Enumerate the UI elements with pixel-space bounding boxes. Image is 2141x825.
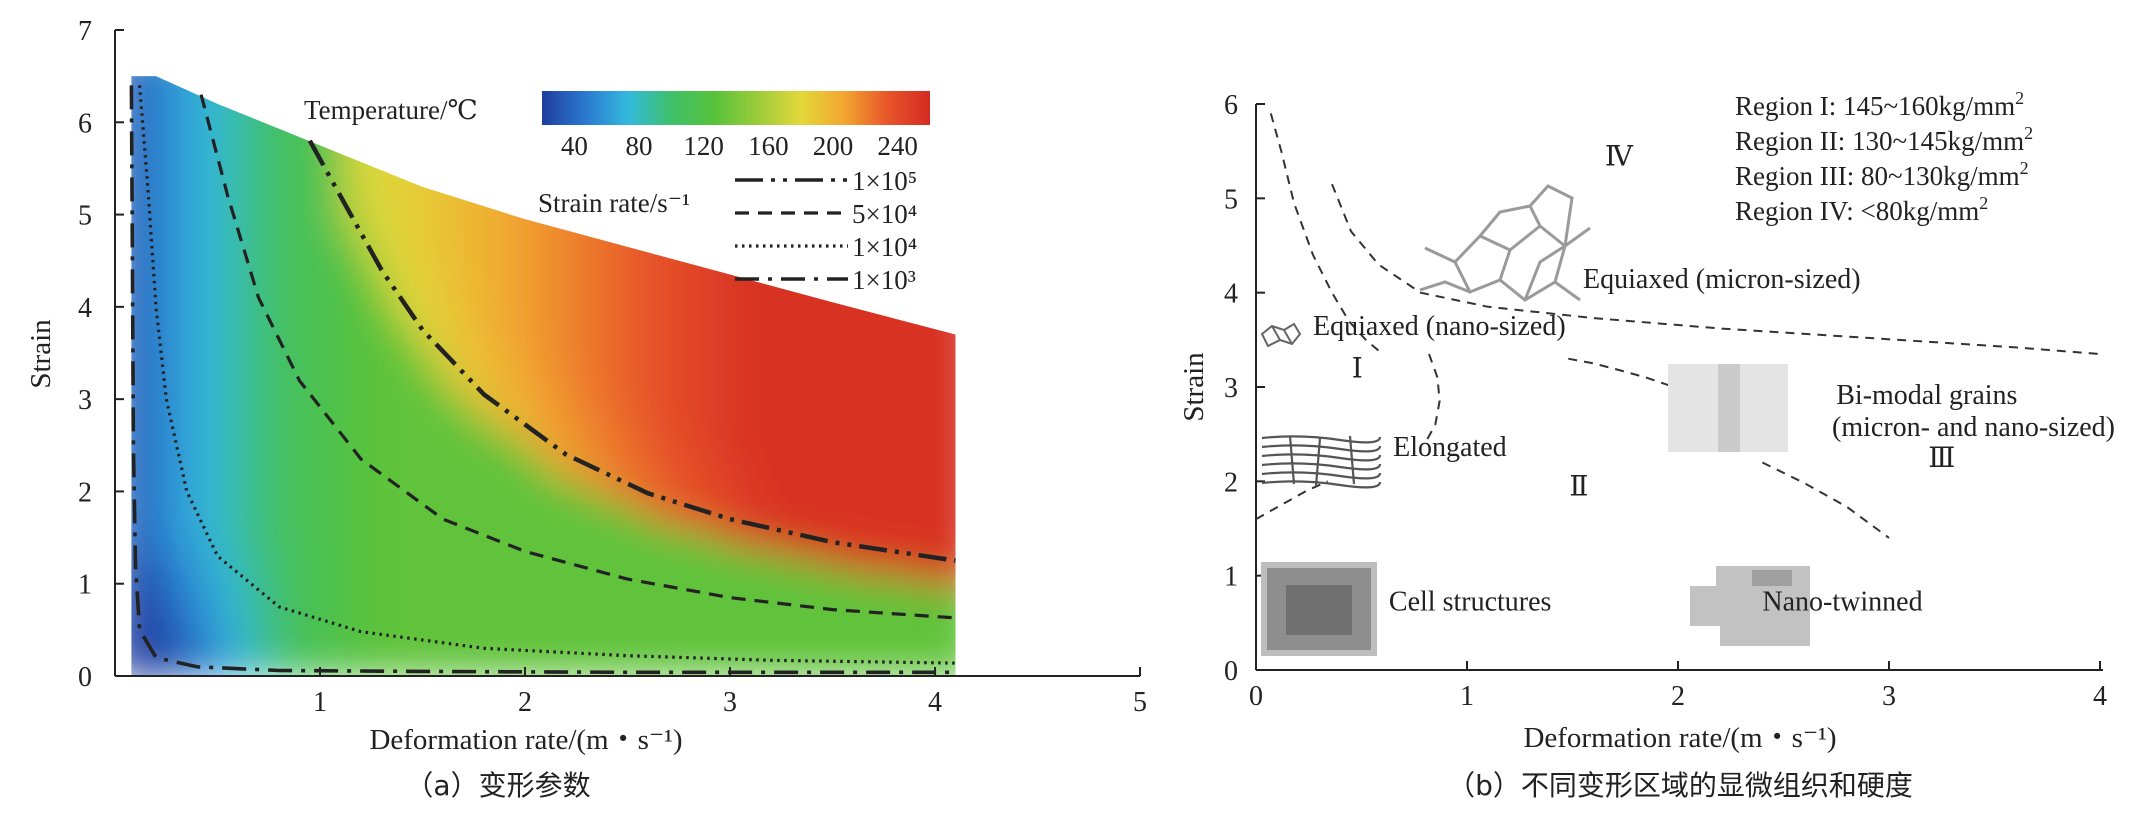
legend-label-1: 1×10⁵ [852,166,917,196]
micrograph-nano-twinned [1690,566,1810,646]
ticks-b: 0 1 2 3 4 0 1 2 3 4 5 6 [1224,90,2107,712]
x-tick-label-a: 4 [928,687,942,718]
ticks-a: 1 2 3 4 5 0 1 2 3 4 5 6 7 [78,16,1147,718]
panel-a: 1 2 3 4 5 0 1 2 3 4 5 6 7 Deformation rate/(m・s⁻¹) S… [25,16,1147,802]
y-tick-label-a: 2 [78,477,92,508]
colorbar-tick-label: 80 [626,131,653,161]
y-tick-label-a: 5 [78,201,92,232]
annotation-5: (micron- and nano-sized) [1832,412,2115,443]
annotation-2: Equiaxed (nano-sized) [1313,311,1566,342]
x-axis-label-b: Deformation rate/(m・s⁻¹) [1523,722,1836,754]
caption-a: （a）变形参数 [405,769,590,802]
y-tick-label-b: 2 [1224,467,1238,498]
x-tick-label-b: 2 [1671,681,1685,712]
region-label-2: Ⅱ [1569,471,1588,502]
micrograph-equiaxed-micron [1419,184,1591,302]
x-tick-label-a: 1 [313,687,327,718]
region-label-3: Ⅲ [1928,443,1955,474]
colorbar-tick-label: 40 [561,131,588,161]
axes-a [114,30,1140,677]
y-tick-label-b: 3 [1224,373,1238,404]
region-labels: Ⅰ Ⅱ Ⅲ Ⅳ [1352,141,1956,502]
colorbar-tick-label: 240 [877,131,918,161]
x-tick-label-a: 5 [1133,687,1147,718]
annotation-4: Bi-modal grains [1836,380,2017,411]
hardness-legend-entry-2: Region II: 130~145kg/mm2 [1735,123,2033,156]
y-tick-label-a: 3 [78,385,92,416]
micrograph-elongated [1261,435,1382,489]
y-tick-label-a: 4 [78,293,92,324]
x-tick-label-b: 1 [1460,681,1474,712]
annotation-3: Elongated [1393,432,1507,463]
legend-title: Strain rate/s⁻¹ [538,188,690,218]
region-boundary-1 [1269,113,1384,355]
hardness-legend-entry-4: Region IV: <80kg/mm2 [1735,193,1988,226]
micrograph-cell-structures [1261,562,1377,656]
legend-label-3: 1×10⁴ [852,232,917,262]
x-tick-label-a: 2 [518,687,532,718]
colorbar-gradient [542,91,930,125]
hardness-legend-entry-3: Region III: 80~130kg/mm2 [1735,158,2029,191]
x-axis-label-a: Deformation rate/(m・s⁻¹) [369,724,682,756]
colorbar: Temperature/℃ 40 80 120 160 200 240 [304,91,930,161]
y-axis-label-a: Strain [25,319,57,389]
region-label-4: Ⅳ [1605,141,1634,172]
series-line-2 [199,94,956,620]
y-tick-label-b: 6 [1224,90,1238,121]
region-boundaries [1255,113,2101,539]
y-axis-label-b: Strain [1178,352,1210,422]
region-boundary-2 [1331,183,2101,355]
region-boundary-3 [1423,353,1441,445]
x-tick-label-b: 3 [1882,681,1896,712]
series-line-4 [129,85,956,675]
colorbar-tick-label: 200 [813,131,854,161]
micrograph-equiaxed-nano [1260,322,1302,348]
colorbar-tick-label: 160 [748,131,789,161]
series-line-3 [138,85,956,665]
colorbar-title: Temperature/℃ [304,95,478,125]
legend-label-4: 1×10³ [852,265,916,295]
y-tick-label-b: 1 [1224,562,1238,593]
y-tick-label-a: 1 [78,570,92,601]
annotation-6: Cell structures [1389,587,1552,618]
region-label-1: Ⅰ [1352,354,1363,385]
panel-b: 0 1 2 3 4 0 1 2 3 4 5 6 Ⅰ Ⅱ Ⅲ Ⅳ Equiaxed (micron-sized… [1178,88,2115,802]
y-tick-label-b: 0 [1224,656,1238,687]
annotation-7: Nano-twinned [1762,587,1922,618]
legend-label-2: 5×10⁴ [852,199,917,229]
colorbar-tick-label: 120 [683,131,724,161]
y-tick-label-a: 7 [78,16,92,47]
y-tick-label-a: 6 [78,108,92,139]
y-tick-label-a: 0 [78,662,92,693]
region-boundary-6 [1761,461,1890,539]
micrograph-bimodal [1668,364,1788,452]
strain-rate-lines [129,85,956,675]
x-tick-label-b: 4 [2093,681,2107,712]
y-tick-label-b: 4 [1224,279,1238,310]
x-tick-label-b: 0 [1249,681,1263,712]
microstructure-annotations: Equiaxed (micron-sized) Equiaxed (nano-si… [1313,264,2115,618]
annotation-1: Equiaxed (micron-sized) [1583,264,1861,295]
microstructure-images [1260,184,1810,656]
series-line-1 [307,139,956,563]
x-tick-label-a: 3 [723,687,737,718]
region-boundary-5 [1568,357,1675,388]
hardness-legend-entry-1: Region I: 145~160kg/mm2 [1735,88,2024,121]
y-tick-label-b: 5 [1224,184,1238,215]
region-boundary-4 [1255,480,1329,520]
caption-b: （b）不同变形区域的显微组织和硬度 [1447,769,1913,802]
